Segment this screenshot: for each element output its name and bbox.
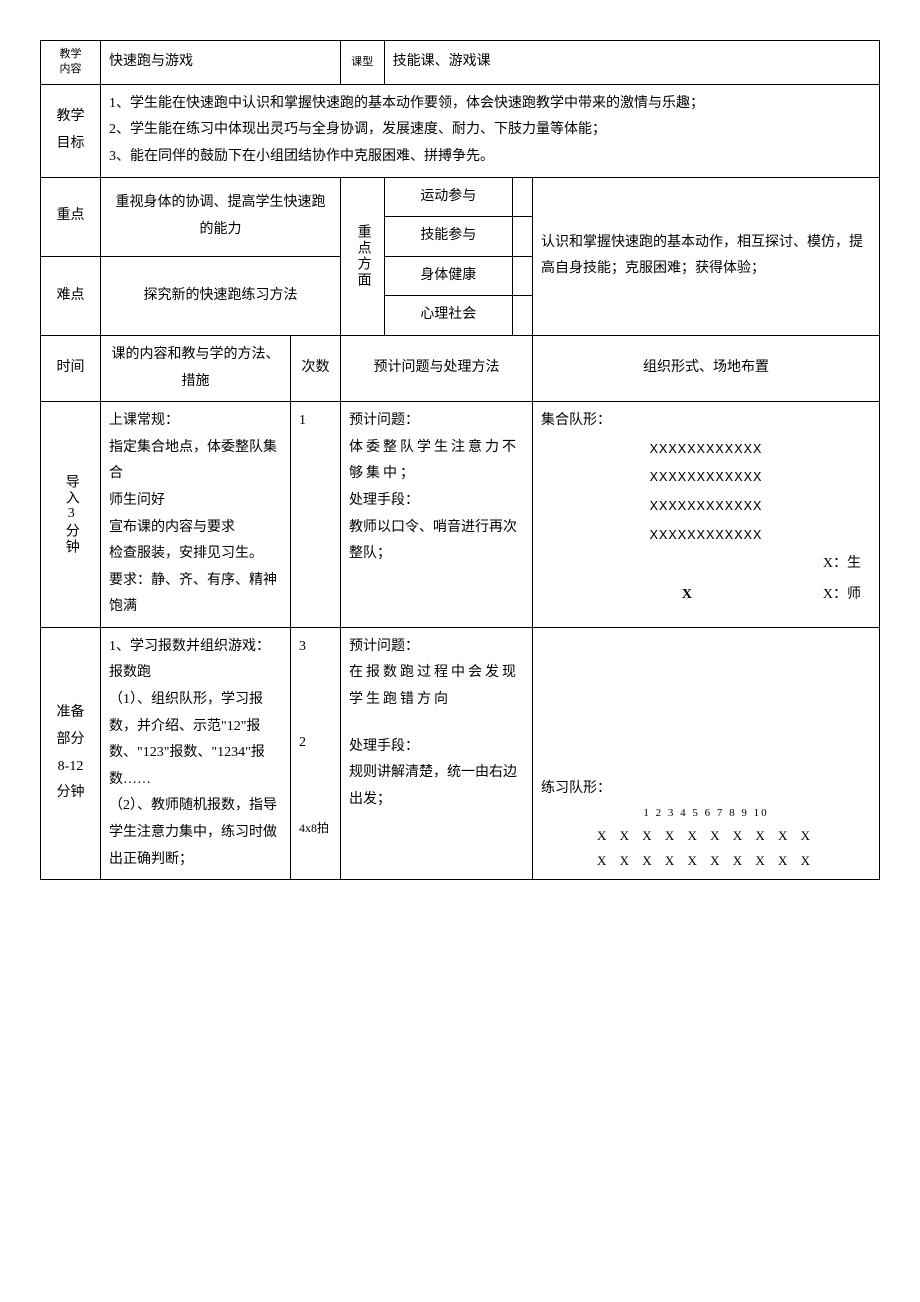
- text: 1、学习报数并组织游戏：报数跑: [109, 634, 282, 687]
- fangmian-item2: 技能参与: [384, 217, 512, 257]
- zhunbei-zuzhi: 练习队形： 1 2 3 4 5 6 7 8 9 10 X X X X X X X…: [533, 627, 880, 879]
- formation-block: XXXXXXXXXXXX XXXXXXXXXXXX XXXXXXXXXXXX X…: [541, 437, 871, 549]
- text: 教师以口令、哨音进行再次整队；: [349, 515, 524, 568]
- legend-shi-row: X X：师: [541, 582, 871, 609]
- text: 处理手段：: [349, 488, 524, 515]
- text: 预计问题：: [349, 408, 524, 435]
- text: 要求：静、齐、有序、精神饱满: [109, 568, 282, 621]
- fangmian-item1: 运动参与: [384, 177, 512, 217]
- num-row: 1 2 3 4 5 6 7 8 9 10: [541, 803, 871, 824]
- text: 分钟: [49, 780, 92, 807]
- formation-row: XXXXXXXXXXXX: [541, 465, 871, 492]
- kexing-value: 技能课、游戏课: [384, 41, 879, 85]
- text: 3: [299, 634, 332, 661]
- zhongdian-content: 重视身体的协调、提高学生快速跑的能力: [101, 177, 341, 256]
- label-kexing: 课型: [341, 41, 385, 85]
- nandian-content: 探究新的快速跑练习方法: [101, 256, 341, 335]
- mubiao-line3: 3、能在同伴的鼓励下在小组团结协作中克服困难、拼搏争先。: [109, 144, 871, 171]
- text: 内容: [60, 63, 82, 75]
- daoru-zuzhi: 集合队形： XXXXXXXXXXXX XXXXXXXXXXXX XXXXXXXX…: [533, 402, 880, 628]
- formation-row: XXXXXXXXXXXX: [541, 494, 871, 521]
- formation-row: XXXXXXXXXXXX: [541, 437, 871, 464]
- label-daoru: 导入3分钟: [41, 402, 101, 628]
- label-zhongdian: 重点: [41, 177, 101, 256]
- formation-row: XXXXXXXXXXXX: [541, 523, 871, 550]
- text: 准备: [49, 700, 92, 727]
- x-row: X X X X X X X X X X: [541, 849, 871, 874]
- text: 教学: [57, 109, 85, 124]
- fangmian-item3: 身体健康: [384, 256, 512, 296]
- header-yuji: 预计问题与处理方法: [341, 335, 533, 401]
- lesson-plan-table: 教学 内容 快速跑与游戏 课型 技能课、游戏课 教学 目标 1、学生能在快速跑中…: [40, 40, 880, 880]
- text: 教学: [60, 48, 82, 60]
- fangmian-desc: 认识和掌握快速跑的基本动作，相互探讨、模仿，提高自身技能；克服困难；获得体验；: [533, 177, 880, 335]
- text: 在报数跑过程中会发现学生跑错方向: [349, 660, 524, 713]
- blank-cell-1: [513, 177, 533, 217]
- daoru-content: 上课常规： 指定集合地点，体委整队集合 师生问好 宣布课的内容与要求 检查服装，…: [101, 402, 291, 628]
- text: 体委整队学生注意力不够集中；: [349, 435, 524, 488]
- daoru-cishu: 1: [291, 402, 341, 628]
- blank-cell-3: [513, 256, 533, 296]
- text: （2）、教师随机报数，指导学生注意力集中，练习时做出正确判断；: [109, 793, 282, 873]
- zuzhi-title: 练习队形：: [541, 776, 871, 803]
- text: 4x8拍: [299, 817, 332, 840]
- text: 检查服装，安排见习生。: [109, 541, 282, 568]
- header-neirong: 课的内容和教与学的方法、措施: [101, 335, 291, 401]
- zuzhi-title: 集合队形：: [541, 408, 871, 435]
- text: 部分: [49, 727, 92, 754]
- blank-cell-2: [513, 217, 533, 257]
- mubiao-content: 1、学生能在快速跑中认识和掌握快速跑的基本动作要领，体会快速跑教学中带来的激情与…: [101, 84, 880, 177]
- label-nandian: 难点: [41, 256, 101, 335]
- text: 目标: [57, 136, 85, 151]
- header-shijian: 时间: [41, 335, 101, 401]
- text: 指定集合地点，体委整队集合: [109, 435, 282, 488]
- mubiao-line1: 1、学生能在快速跑中认识和掌握快速跑的基本动作要领，体会快速跑教学中带来的激情与…: [109, 91, 871, 118]
- text: 师生问好: [109, 488, 282, 515]
- text: 预计问题：: [349, 634, 524, 661]
- header-zuzhi: 组织形式、场地布置: [533, 335, 880, 401]
- legend-sheng: X：生: [541, 551, 871, 578]
- header-cishu: 次数: [291, 335, 341, 401]
- mubiao-line2: 2、学生能在练习中体现出灵巧与全身协调，发展速度、耐力、下肢力量等体能；: [109, 117, 871, 144]
- text: 宣布课的内容与要求: [109, 515, 282, 542]
- daoru-yuji: 预计问题： 体委整队学生注意力不够集中； 处理手段： 教师以口令、哨音进行再次整…: [341, 402, 533, 628]
- text: 规则讲解清楚，统一由右边出发；: [349, 760, 524, 813]
- text: 8-12: [49, 754, 92, 781]
- label-jiaoxue-neirong: 教学 内容: [41, 41, 101, 85]
- content-kuaisupao: 快速跑与游戏: [101, 41, 341, 85]
- legend-shi-x: X: [682, 582, 692, 609]
- text: 处理手段：: [349, 734, 524, 761]
- x-row: X X X X X X X X X X: [541, 824, 871, 849]
- label-zhunbei: 准备 部分 8-12 分钟: [41, 627, 101, 879]
- legend-shi: X：师: [823, 582, 861, 609]
- label-fangmian: 重点方面: [341, 177, 385, 335]
- zhunbei-content: 1、学习报数并组织游戏：报数跑 （1）、组织队形，学习报数，并介绍、示范"12"…: [101, 627, 291, 879]
- text: 2: [299, 730, 332, 757]
- zhunbei-cishu: 3 2 4x8拍: [291, 627, 341, 879]
- label-jiaoxue-mubiao: 教学 目标: [41, 84, 101, 177]
- text: 上课常规：: [109, 408, 282, 435]
- text: （1）、组织队形，学习报数，并介绍、示范"12"报数、"123"报数、"1234…: [109, 687, 282, 793]
- fangmian-item4: 心理社会: [384, 296, 512, 336]
- blank-cell-4: [513, 296, 533, 336]
- zhunbei-yuji: 预计问题： 在报数跑过程中会发现学生跑错方向 处理手段： 规则讲解清楚，统一由右…: [341, 627, 533, 879]
